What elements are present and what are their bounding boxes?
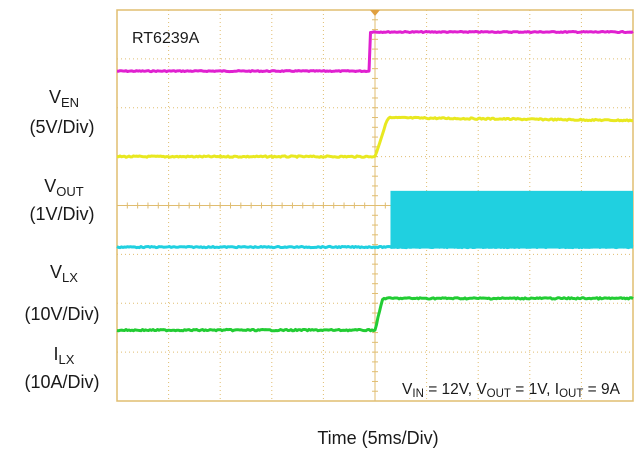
- channel-scale: (10A/Div): [24, 372, 99, 392]
- trace-lx-switching-band: [390, 190, 633, 249]
- channel-scale: (5V/Div): [29, 117, 94, 137]
- annotation-value: = 12V,: [424, 381, 476, 398]
- trace-out: [116, 115, 634, 159]
- trace-lx: [116, 244, 634, 250]
- channel-symbol: V: [44, 176, 56, 196]
- channel-scale: (10V/Div): [24, 304, 99, 324]
- channel-subscript: EN: [61, 95, 79, 110]
- trigger-marker: [370, 10, 380, 16]
- channel-subscript: LX: [62, 270, 78, 285]
- x-axis-name: Time: [317, 428, 356, 448]
- channel-label-en: VEN: [49, 87, 79, 110]
- chart-title: RT6239A: [132, 30, 200, 47]
- channel-symbol: V: [50, 262, 62, 282]
- channel-label-lx-current: ILX: [54, 344, 75, 367]
- channel-symbol: I: [54, 344, 59, 364]
- channel-label-out: VOUT: [44, 176, 84, 199]
- annotation-subscript: IN: [412, 388, 424, 400]
- channel-label-lx: VLX: [50, 262, 78, 285]
- operating-conditions-annotation: VIN = 12V, VOUT = 1V, IOUT = 9A: [402, 381, 621, 400]
- annotation-symbol: V: [402, 381, 413, 398]
- traces: [116, 30, 634, 333]
- channel-labels: VEN(5V/Div)VOUT(1V/Div)VLX(10V/Div)ILX(1…: [24, 87, 99, 392]
- channel-scale: (1V/Div): [29, 204, 94, 224]
- annotation-subscript: OUT: [487, 388, 511, 400]
- trace-lx-current: [116, 296, 634, 333]
- x-axis-scale: (5ms/Div): [362, 428, 439, 448]
- annotation-symbol: I: [555, 381, 559, 398]
- annotation-symbol: V: [476, 381, 487, 398]
- annotation-value: = 9A: [583, 381, 620, 398]
- channel-symbol: V: [49, 87, 61, 107]
- annotation-subscript: OUT: [559, 388, 583, 400]
- x-axis-label: Time (5ms/Div): [317, 428, 438, 448]
- channel-subscript: OUT: [56, 184, 84, 199]
- channel-subscript: LX: [59, 352, 75, 367]
- trace-en: [116, 30, 634, 74]
- annotation-value: = 1V,: [511, 381, 555, 398]
